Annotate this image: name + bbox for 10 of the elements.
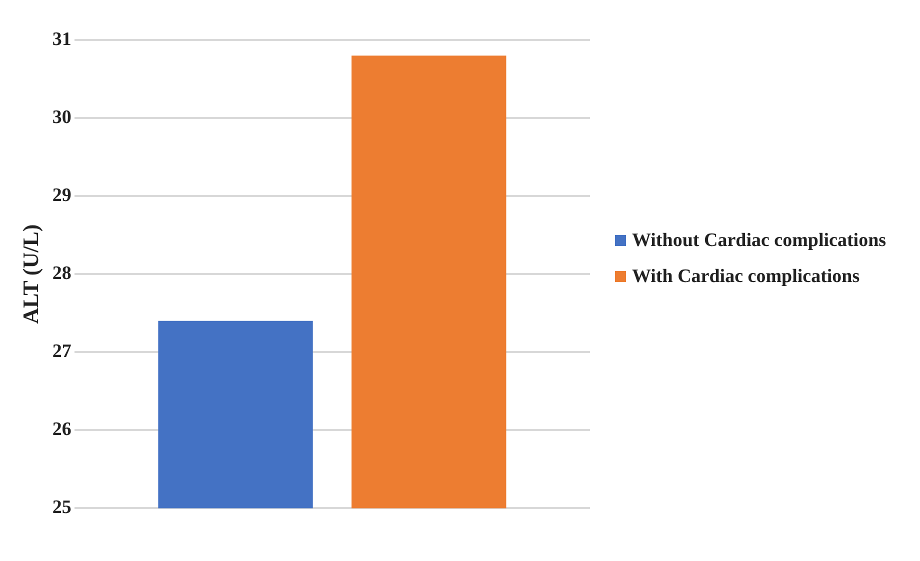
y-tick-label: 27 — [52, 341, 72, 362]
y-tick-label: 30 — [52, 106, 72, 128]
y-tick-label: 26 — [52, 419, 72, 440]
y-axis-title: ALT (U/L) — [18, 224, 43, 324]
y-tick-label: 29 — [52, 184, 72, 206]
legend-label: With Cardiac complications — [632, 266, 860, 288]
y-tick-label: 31 — [52, 28, 72, 50]
y-tick-label: 25 — [52, 497, 72, 518]
y-tick-label: 28 — [52, 263, 72, 284]
legend-label: Without Cardiac complications — [632, 230, 886, 252]
